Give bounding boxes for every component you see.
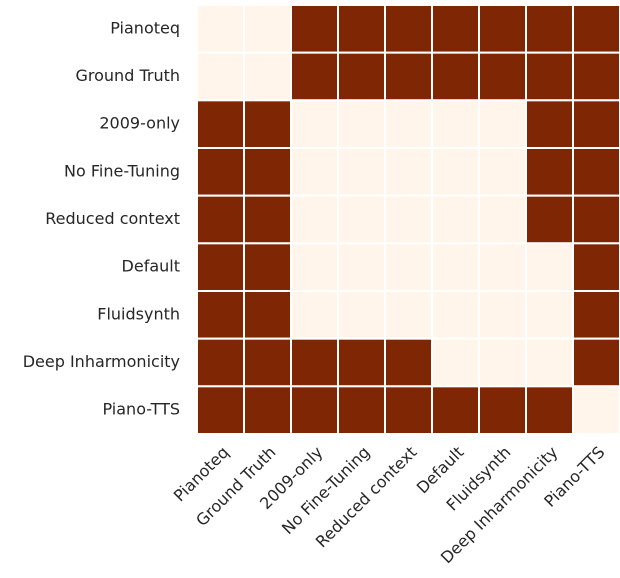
heatmap-cell <box>478 385 527 436</box>
heatmap-cell <box>525 290 574 340</box>
heatmap-cell <box>478 99 527 150</box>
heatmap-cell <box>572 337 620 388</box>
heatmap-cell <box>290 147 339 197</box>
heatmap-cell <box>431 147 480 197</box>
heatmap-cell <box>290 51 339 102</box>
heatmap-cell <box>572 242 620 292</box>
heatmap-cell <box>431 337 480 388</box>
heatmap-cell <box>290 337 339 388</box>
heatmap-cell <box>572 99 620 150</box>
heatmap-cell <box>337 99 386 150</box>
y-tick-label: Deep Inharmonicity <box>23 352 180 371</box>
heatmap-cell <box>478 194 527 245</box>
heatmap-cell <box>478 242 527 292</box>
heatmap-cell <box>478 337 527 388</box>
y-tick-label: Piano-TTS <box>103 400 181 419</box>
heatmap-cell <box>337 385 386 436</box>
heatmap-cell <box>478 4 527 54</box>
heatmap-cell <box>196 51 245 102</box>
heatmap-cell <box>337 51 386 102</box>
heatmap-cell <box>478 147 527 197</box>
heatmap-cell <box>290 385 339 436</box>
heatmap-cell <box>525 337 574 388</box>
heatmap-cell <box>525 385 574 436</box>
heatmap-cell <box>337 337 386 388</box>
heatmap-cell <box>243 242 292 292</box>
heatmap-cell <box>431 51 480 102</box>
heatmap-cell <box>384 385 433 436</box>
y-tick-label: 2009-only <box>99 114 180 133</box>
heatmap-cell <box>478 51 527 102</box>
heatmap-cell <box>243 385 292 436</box>
heatmap-cell <box>337 290 386 340</box>
heatmap-cell <box>572 385 620 436</box>
heatmap-cell <box>525 147 574 197</box>
heatmap-cell <box>290 4 339 54</box>
heatmap-cell <box>384 290 433 340</box>
heatmap-cell <box>290 290 339 340</box>
heatmap-cell <box>525 51 574 102</box>
heatmap-cell <box>243 337 292 388</box>
heatmap-cell <box>384 99 433 150</box>
heatmap-cell <box>431 99 480 150</box>
heatmap-cell <box>290 194 339 245</box>
heatmap-cell <box>572 4 620 54</box>
heatmap-cell <box>572 51 620 102</box>
heatmap-cell <box>196 99 245 150</box>
heatmap-cell <box>572 290 620 340</box>
y-tick-label: Reduced context <box>45 209 180 228</box>
heatmap-cell <box>384 4 433 54</box>
heatmap-cell <box>290 242 339 292</box>
y-tick-label: Ground Truth <box>76 66 181 85</box>
heatmap-cell <box>243 51 292 102</box>
y-tick-label: Fluidsynth <box>97 304 180 323</box>
heatmap-cell <box>243 99 292 150</box>
heatmap-cell <box>525 194 574 245</box>
heatmap-cell <box>337 4 386 54</box>
heatmap-cell <box>431 290 480 340</box>
heatmap-cell <box>243 194 292 245</box>
heatmap-cell <box>525 99 574 150</box>
heatmap-cell <box>431 242 480 292</box>
heatmap-cell <box>196 385 245 436</box>
heatmap-cell <box>572 194 620 245</box>
y-tick-label: Pianoteq <box>110 18 180 37</box>
heatmap-cell <box>196 194 245 245</box>
heatmap-cell <box>196 337 245 388</box>
y-tick-label: No Fine-Tuning <box>64 161 180 180</box>
heatmap-cell <box>196 290 245 340</box>
heatmap-cell <box>384 242 433 292</box>
heatmap-cell <box>196 242 245 292</box>
heatmap-cell <box>243 147 292 197</box>
heatmap-cell <box>431 194 480 245</box>
heatmap-cell <box>572 147 620 197</box>
heatmap-cell <box>525 242 574 292</box>
heatmap-cell <box>384 51 433 102</box>
heatmap-cell <box>384 194 433 245</box>
heatmap-cell <box>525 4 574 54</box>
heatmap-cell <box>431 4 480 54</box>
y-tick-label: Default <box>122 257 180 276</box>
heatmap-cell <box>196 147 245 197</box>
heatmap-cell <box>337 242 386 292</box>
heatmap-cell <box>243 290 292 340</box>
heatmap-cell <box>478 290 527 340</box>
heatmap-cell <box>196 4 245 54</box>
heatmap-cell <box>384 147 433 197</box>
heatmap-cell <box>290 99 339 150</box>
heatmap-cell <box>337 194 386 245</box>
heatmap-cell <box>384 337 433 388</box>
heatmap-cell <box>431 385 480 436</box>
heatmap-cell <box>243 4 292 54</box>
heatmap-cell <box>337 147 386 197</box>
